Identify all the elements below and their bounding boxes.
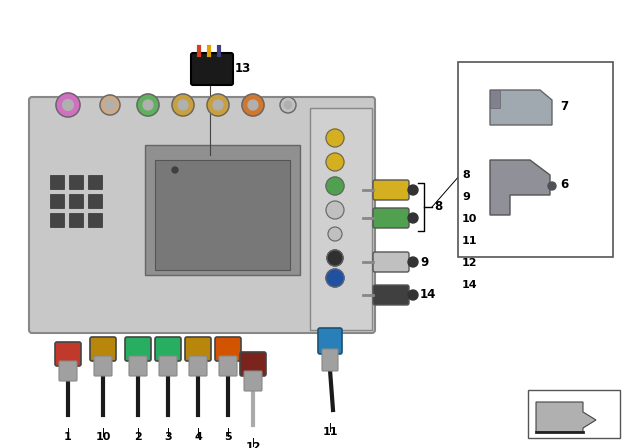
Circle shape (548, 182, 556, 190)
Circle shape (326, 201, 344, 219)
Bar (145, 145, 300, 275)
Text: 7: 7 (560, 100, 568, 113)
Text: 9: 9 (420, 255, 428, 268)
Bar (528, 390, 620, 438)
FancyBboxPatch shape (185, 337, 211, 361)
Text: 14: 14 (420, 289, 436, 302)
Bar (50, 175, 64, 189)
FancyBboxPatch shape (322, 349, 338, 371)
Circle shape (207, 94, 229, 116)
Circle shape (137, 94, 159, 116)
Bar (88, 175, 102, 189)
FancyBboxPatch shape (373, 208, 409, 228)
Text: 14: 14 (462, 280, 477, 290)
Text: 11: 11 (323, 427, 338, 437)
FancyBboxPatch shape (129, 356, 147, 376)
Circle shape (213, 100, 223, 110)
FancyBboxPatch shape (215, 337, 241, 361)
Bar (69, 175, 83, 189)
Circle shape (56, 93, 80, 117)
Circle shape (326, 153, 344, 171)
Circle shape (248, 100, 258, 110)
Bar (88, 213, 102, 227)
Text: 1: 1 (64, 432, 72, 442)
FancyBboxPatch shape (155, 337, 181, 361)
Circle shape (328, 227, 342, 241)
Bar (69, 213, 83, 227)
Circle shape (326, 177, 344, 195)
Circle shape (143, 100, 153, 110)
FancyBboxPatch shape (373, 252, 409, 272)
Text: 10: 10 (95, 432, 111, 442)
FancyBboxPatch shape (159, 356, 177, 376)
Polygon shape (536, 402, 596, 432)
Polygon shape (490, 160, 550, 215)
FancyBboxPatch shape (373, 285, 409, 305)
FancyBboxPatch shape (240, 352, 266, 376)
Polygon shape (490, 90, 552, 125)
FancyBboxPatch shape (125, 337, 151, 361)
Text: 5: 5 (224, 432, 232, 442)
Bar (310, 108, 372, 330)
Circle shape (408, 290, 418, 300)
Bar (458, 62, 613, 257)
Circle shape (106, 100, 115, 109)
Circle shape (172, 167, 178, 173)
Circle shape (408, 257, 418, 267)
Circle shape (284, 101, 292, 108)
FancyBboxPatch shape (373, 180, 409, 200)
Circle shape (100, 95, 120, 115)
FancyBboxPatch shape (191, 53, 233, 85)
FancyBboxPatch shape (219, 356, 237, 376)
Circle shape (326, 129, 344, 147)
Circle shape (408, 185, 418, 195)
Circle shape (327, 250, 343, 266)
Bar (155, 160, 290, 270)
Text: 10: 10 (462, 214, 477, 224)
FancyBboxPatch shape (244, 371, 262, 391)
Text: 2: 2 (134, 432, 142, 442)
Bar (50, 194, 64, 208)
Bar (88, 194, 102, 208)
Circle shape (178, 100, 188, 110)
Circle shape (172, 94, 194, 116)
FancyBboxPatch shape (94, 356, 112, 376)
Text: 3: 3 (164, 432, 172, 442)
FancyBboxPatch shape (59, 361, 77, 381)
Circle shape (63, 99, 74, 110)
FancyBboxPatch shape (29, 97, 375, 333)
FancyBboxPatch shape (55, 342, 81, 366)
Circle shape (242, 94, 264, 116)
Circle shape (408, 213, 418, 223)
Text: 11: 11 (462, 236, 477, 246)
FancyBboxPatch shape (189, 356, 207, 376)
FancyBboxPatch shape (90, 337, 116, 361)
Text: 12: 12 (462, 258, 477, 268)
Polygon shape (490, 90, 500, 108)
Circle shape (326, 269, 344, 287)
FancyBboxPatch shape (318, 328, 342, 354)
Bar (50, 213, 64, 227)
Text: 13: 13 (235, 63, 252, 76)
Text: 4: 4 (194, 432, 202, 442)
Bar (69, 194, 83, 208)
Text: 8: 8 (462, 170, 470, 180)
Text: 6: 6 (560, 178, 568, 191)
Text: 8: 8 (434, 201, 442, 214)
Text: 12: 12 (245, 442, 260, 448)
Circle shape (280, 97, 296, 113)
Text: 9: 9 (462, 192, 470, 202)
